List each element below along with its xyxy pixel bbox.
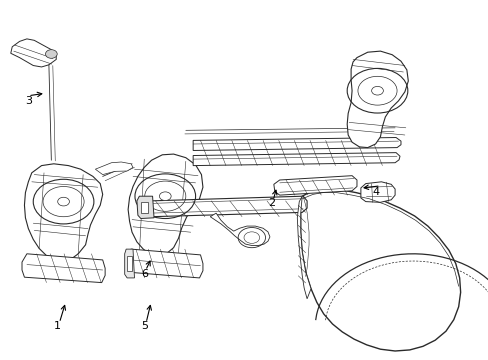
Circle shape	[45, 50, 57, 58]
Text: 6: 6	[141, 269, 147, 279]
Polygon shape	[193, 153, 399, 166]
Circle shape	[371, 86, 383, 95]
Polygon shape	[137, 196, 154, 219]
Polygon shape	[11, 39, 56, 67]
Text: 3: 3	[25, 96, 32, 106]
Polygon shape	[273, 176, 356, 195]
Text: 1: 1	[54, 321, 61, 331]
Polygon shape	[297, 196, 310, 299]
Polygon shape	[95, 162, 133, 175]
Polygon shape	[124, 249, 134, 278]
Polygon shape	[145, 196, 306, 217]
Polygon shape	[346, 51, 407, 148]
Polygon shape	[360, 182, 394, 202]
Polygon shape	[126, 249, 203, 278]
Circle shape	[159, 192, 171, 201]
Polygon shape	[22, 254, 105, 283]
Polygon shape	[210, 213, 269, 246]
Text: 4: 4	[371, 186, 378, 197]
Bar	[127, 256, 132, 271]
Polygon shape	[24, 164, 102, 261]
Polygon shape	[300, 189, 460, 351]
Bar	[141, 202, 148, 213]
Text: 5: 5	[141, 321, 147, 331]
Text: 2: 2	[267, 198, 274, 208]
Polygon shape	[128, 154, 203, 256]
Circle shape	[58, 197, 69, 206]
Polygon shape	[193, 138, 400, 150]
